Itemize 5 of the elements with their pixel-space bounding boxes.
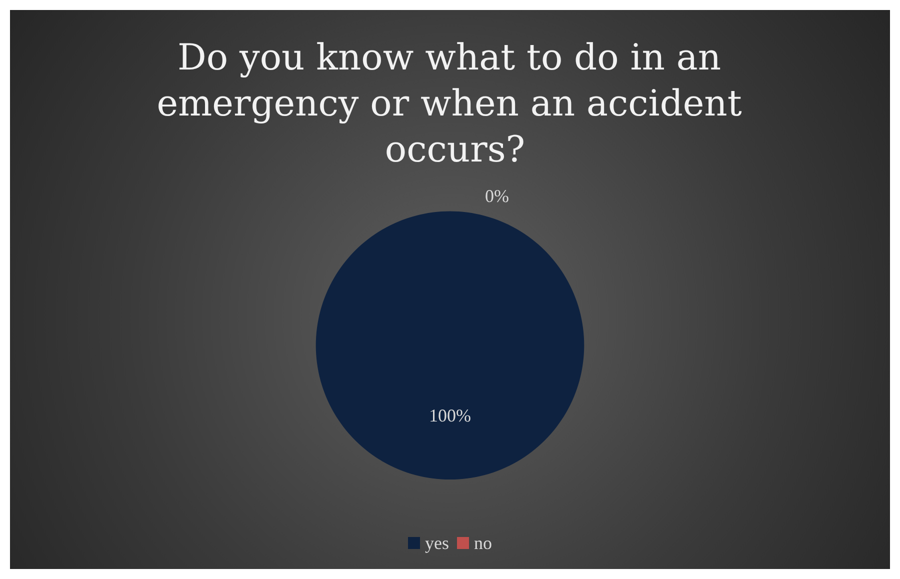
- legend-label: yes: [425, 533, 450, 553]
- chart-title: Do you know what to do in an emergency or when an accident occurs?: [156, 38, 754, 170]
- data-label: 100%: [429, 405, 471, 426]
- text: 0%: [485, 186, 509, 206]
- legend-label: no: [474, 533, 492, 553]
